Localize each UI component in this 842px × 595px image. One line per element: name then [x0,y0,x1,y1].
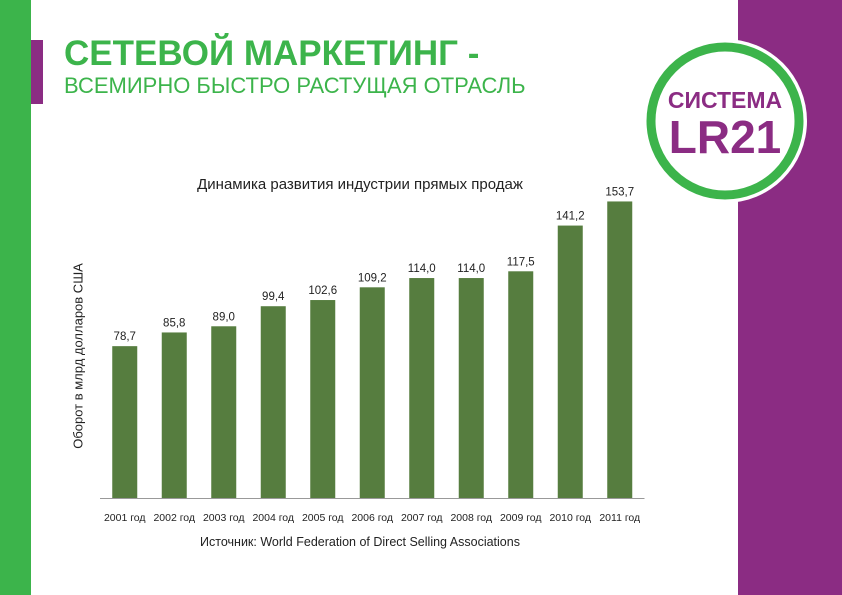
x-tick-label: 2006 год [351,512,393,524]
x-tick-label: 2005 год [302,512,344,524]
bar-2003 [211,326,237,498]
bar-2004 [260,306,286,498]
bar-2005 [310,300,336,498]
left-accent-bar [0,0,31,595]
bar-2011 [607,201,633,499]
x-tick-label: 2010 год [549,512,591,524]
value-label: 141,2 [556,211,585,223]
value-label: 99,4 [262,291,285,303]
value-label: 102,6 [308,285,337,297]
value-label: 153,7 [605,186,634,198]
logo-text-top: СИСТЕМА [668,87,782,113]
headline-line2: ВСЕМИРНО БЫСТРО РАСТУЩАЯ ОТРАСЛЬ [64,73,526,98]
x-tick-label: 2002 год [153,512,195,524]
bar-2007 [409,278,435,498]
value-label: 114,0 [457,263,485,275]
bar-2006 [359,287,385,498]
x-tick-label: 2009 год [500,512,542,524]
bar-chart: 78,7 2001 год 85,8 2002 год 89,0 2003 год 99,4… [100,186,645,524]
x-tick-label: 2007 год [401,512,443,524]
source-note: Источник: World Federation of Direct Sel… [200,535,520,549]
value-label: 109,2 [358,272,387,284]
x-tick-label: 2003 год [203,512,245,524]
title-accent-stripe [31,40,43,104]
bar-2009 [508,271,534,498]
logo-text-bottom: LR21 [669,111,781,163]
bar-2002 [161,332,187,498]
bar-2010 [557,225,583,498]
x-tick-label: 2001 год [104,512,146,524]
chart-title: Динамика развития индустрии прямых прода… [197,176,523,193]
x-tick-label: 2008 год [450,512,492,524]
lr21-logo: СИСТЕМА LR21 [643,39,807,203]
bar-2001 [112,346,138,498]
x-tick-label: 2011 год [599,512,640,524]
bar-2008 [458,278,484,498]
headline: СЕТЕВОЙ МАРКЕТИНГ - ВСЕМИРНО БЫСТРО РАСТ… [64,36,526,97]
headline-line1: СЕТЕВОЙ МАРКЕТИНГ - [64,34,480,73]
value-label: 78,7 [114,331,136,343]
value-label: 117,5 [507,256,535,268]
value-label: 89,0 [213,311,235,323]
value-label: 114,0 [408,263,436,275]
x-tick-label: 2004 год [252,512,294,524]
value-label: 85,8 [163,317,185,329]
